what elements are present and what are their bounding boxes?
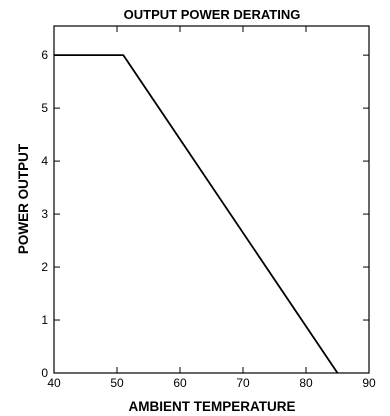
y-tick-label: 0 [41, 366, 48, 380]
x-tick-label: 40 [47, 376, 61, 390]
y-tick-label: 5 [41, 101, 48, 115]
x-tick-label: 50 [110, 376, 124, 390]
x-tick-label: 80 [299, 376, 313, 390]
chart-title: OUTPUT POWER DERATING [124, 7, 301, 22]
y-axis-ticks: 0 1 2 3 4 5 6 [41, 48, 369, 380]
x-tick-label: 90 [362, 376, 376, 390]
series-layer [54, 54, 339, 374]
y-axis-label: POWER OUTPUT [16, 143, 31, 254]
x-axis-label: AMBIENT TEMPERATURE [129, 399, 296, 414]
derating-curve-line [54, 54, 339, 374]
x-tick-label: 70 [236, 376, 250, 390]
y-tick-label: 1 [41, 313, 48, 327]
y-tick-label: 2 [41, 260, 48, 274]
plot-frame [53, 25, 370, 374]
x-tick-label: 60 [173, 376, 187, 390]
y-tick-label: 3 [41, 207, 48, 221]
y-tick-label: 4 [41, 154, 48, 168]
plot-area [53, 25, 370, 374]
y-tick-label: 6 [41, 48, 48, 62]
x-axis-ticks: 40 50 60 70 80 90 [47, 26, 376, 390]
